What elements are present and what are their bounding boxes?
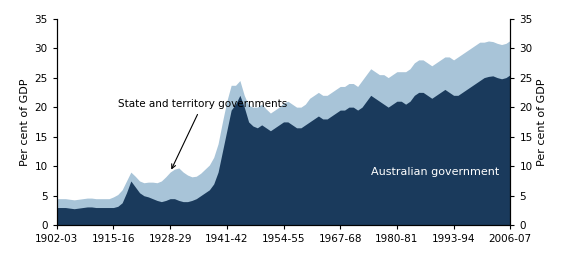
Y-axis label: Per cent of GDP: Per cent of GDP	[20, 78, 30, 166]
Text: Australian government: Australian government	[371, 167, 499, 177]
Text: State and territory governments: State and territory governments	[118, 99, 287, 169]
Y-axis label: Per cent of GDP: Per cent of GDP	[537, 78, 547, 166]
